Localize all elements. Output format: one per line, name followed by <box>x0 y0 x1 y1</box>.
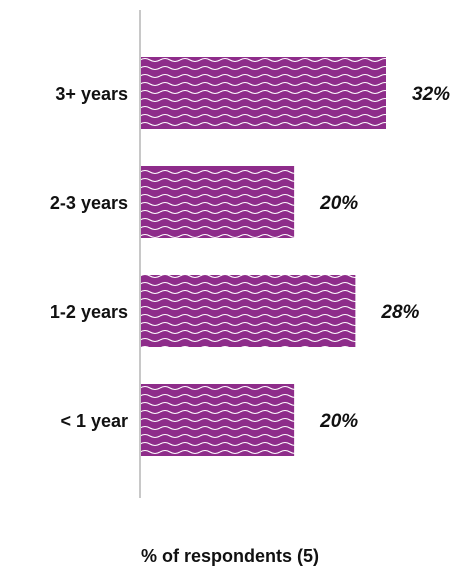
bars-group: 3+ years 32% 2-3 years 20% 1-2 years 28% < 1 y… <box>50 57 450 456</box>
value-label-2: 28% <box>380 302 419 323</box>
category-label-1: 2-3 years <box>50 193 128 213</box>
value-label-1: 20% <box>319 193 358 214</box>
value-label-3: 20% <box>319 411 358 432</box>
category-label-2: 1-2 years <box>50 302 128 322</box>
bar-1 <box>141 166 295 238</box>
category-label-3: < 1 year <box>60 411 128 431</box>
bar-2 <box>141 275 356 347</box>
bar-3 <box>141 384 295 456</box>
x-axis-title: % of respondents (5) <box>141 546 319 566</box>
value-label-0: 32% <box>412 84 450 105</box>
bar-0 <box>141 57 386 129</box>
category-label-0: 3+ years <box>55 84 128 104</box>
